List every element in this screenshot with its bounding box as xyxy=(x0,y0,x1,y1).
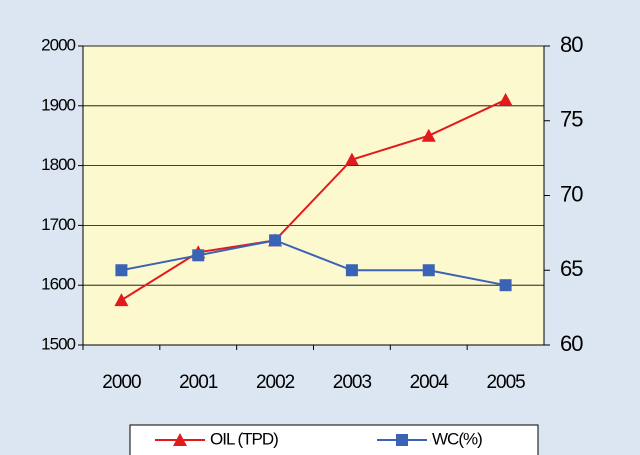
y2-tick-label: 75 xyxy=(560,107,583,132)
legend-label: WC(%) xyxy=(432,429,482,448)
series-line xyxy=(120,98,507,301)
data-point xyxy=(499,279,512,292)
x-tick-label: 2005 xyxy=(486,372,525,393)
data-point xyxy=(345,264,358,277)
plot-area xyxy=(82,45,545,346)
data-point xyxy=(115,264,128,277)
legend-marker xyxy=(396,434,408,446)
x-tick-label: 2004 xyxy=(410,372,450,393)
y2-tick-label: 60 xyxy=(560,331,583,356)
x-tick-label: 2003 xyxy=(333,372,372,393)
x-tick-label: 2000 xyxy=(102,372,141,393)
y-tick-label: 1700 xyxy=(41,215,75,234)
legend-label: OIL (TPD) xyxy=(210,429,278,448)
x-tick-label: 2002 xyxy=(256,372,295,393)
data-point xyxy=(421,128,436,142)
legend-marker xyxy=(173,433,187,446)
y-tick-label: 1600 xyxy=(41,275,75,294)
data-point xyxy=(422,264,435,277)
y-tick-label: 2000 xyxy=(41,35,75,54)
y2-tick-label: 70 xyxy=(560,181,583,206)
y-tick-label: 1800 xyxy=(41,155,75,174)
x-tick-label: 2001 xyxy=(179,372,218,393)
data-point xyxy=(344,152,359,166)
y-tick-label: 1900 xyxy=(41,95,75,114)
y2-tick-label: 65 xyxy=(560,256,583,281)
data-point xyxy=(498,92,513,106)
series-line xyxy=(121,239,506,287)
y-tick-label: 1500 xyxy=(41,334,75,353)
data-point xyxy=(114,293,129,307)
y2-tick-label: 80 xyxy=(560,32,583,57)
data-point xyxy=(269,234,282,247)
data-point xyxy=(192,249,205,262)
